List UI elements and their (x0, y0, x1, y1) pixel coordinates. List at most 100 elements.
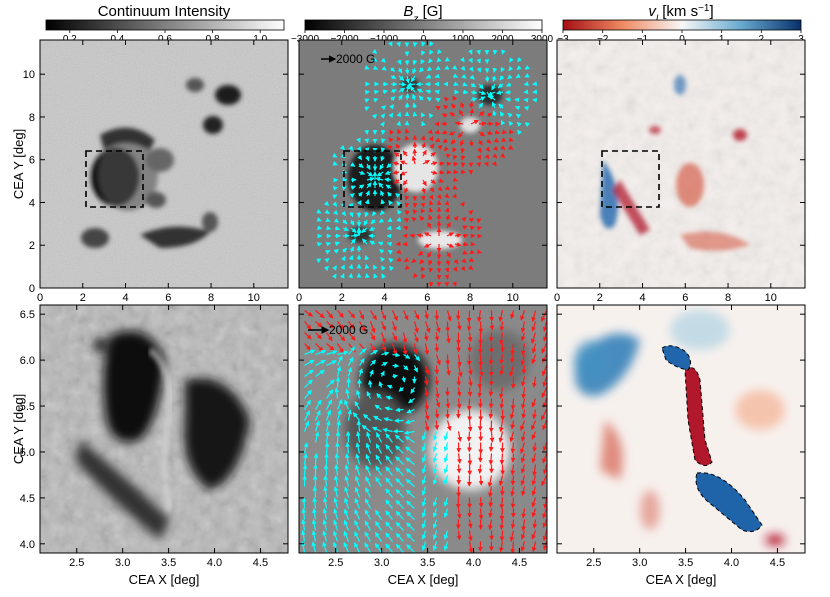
field-vector (364, 211, 369, 218)
field-vector (364, 263, 370, 270)
field-vector (423, 332, 429, 342)
field-vector (396, 217, 402, 222)
field-vector (467, 420, 473, 432)
field-vector (434, 73, 440, 79)
field-vector (509, 57, 514, 63)
field-vector (499, 398, 505, 409)
field-vector (510, 519, 516, 529)
field-vector (436, 57, 442, 63)
field-vector (426, 66, 433, 72)
field-vector (468, 265, 474, 270)
field-vector (521, 409, 527, 420)
field-vector (399, 160, 408, 165)
field-vector (492, 110, 497, 117)
field-vector (365, 453, 372, 465)
x-tick-label: 3.5 (678, 557, 693, 569)
field-vector (419, 259, 425, 265)
field-vector (396, 111, 402, 118)
x-tick-label: 6 (424, 292, 430, 304)
field-vector (365, 476, 372, 487)
field-vector (499, 365, 505, 376)
x-tick-label: 2.5 (69, 557, 84, 569)
field-vector (460, 155, 466, 161)
field-vector (378, 249, 385, 254)
field-vector (446, 222, 451, 229)
field-vector (315, 349, 327, 356)
field-vector (311, 541, 317, 553)
field-vector (366, 182, 372, 189)
field-vector (335, 376, 341, 388)
field-vector (432, 475, 438, 485)
field-vector (370, 219, 376, 225)
field-vector (454, 233, 462, 238)
field-vector (421, 273, 426, 280)
field-vector (425, 89, 432, 94)
field-vector (541, 343, 547, 354)
field-vector (413, 310, 420, 320)
field-vector (385, 499, 393, 509)
field-vector (432, 464, 438, 474)
field-vector (460, 101, 465, 109)
field-vector (421, 50, 426, 56)
x-tick-label: 2 (339, 292, 345, 304)
field-vector (542, 376, 547, 388)
field-vector (468, 139, 474, 147)
field-vector (395, 445, 404, 454)
field-vector (354, 531, 361, 542)
field-vector (364, 254, 370, 261)
x-tick-label: 4.0 (466, 557, 481, 569)
x-tick-label: 2 (80, 292, 86, 304)
field-vector (396, 201, 402, 207)
field-vector (403, 257, 410, 263)
field-vector (333, 530, 339, 542)
field-vector (411, 217, 417, 222)
field-vector (432, 508, 438, 518)
panel-frame (298, 304, 548, 554)
field-vector (470, 119, 479, 125)
field-vector (488, 442, 494, 452)
field-vector (505, 89, 512, 95)
field-vector (365, 190, 370, 197)
field-vector (372, 210, 377, 217)
field-vector (364, 198, 370, 205)
colorbar-vl-title-end: ] (709, 3, 713, 20)
field-vector (404, 128, 410, 134)
field-vector (336, 398, 343, 410)
field-vector (416, 233, 424, 238)
y-tick-label: 2 (29, 240, 35, 252)
field-vector (517, 56, 523, 63)
field-vector (352, 412, 360, 421)
field-vector (484, 75, 490, 83)
field-vector (339, 144, 346, 150)
field-vector (531, 398, 537, 408)
field-vector (441, 113, 448, 118)
field-vector (488, 453, 494, 466)
field-vector (364, 498, 372, 509)
field-vector (350, 185, 356, 190)
field-vector (510, 420, 516, 430)
field-vector (369, 321, 376, 334)
field-vector (336, 343, 344, 354)
field-vector (489, 321, 495, 331)
field-vector (397, 209, 402, 215)
field-vector (367, 379, 373, 388)
field-vector (461, 258, 467, 263)
field-vector (396, 120, 401, 127)
field-vector (406, 511, 415, 520)
field-vector (331, 273, 337, 279)
field-vector (387, 217, 393, 222)
field-vector (510, 541, 516, 553)
field-vector (397, 128, 402, 135)
field-vector (541, 310, 547, 322)
field-vector (395, 456, 404, 465)
field-vector (434, 409, 440, 419)
field-vector (515, 113, 522, 119)
field-vector (385, 510, 393, 520)
field-vector (381, 65, 387, 71)
zoom-box (343, 150, 402, 208)
field-vector (476, 218, 482, 223)
field-vector (432, 431, 438, 441)
field-vector (341, 210, 346, 217)
field-vector (424, 365, 430, 375)
field-vector (381, 361, 388, 367)
